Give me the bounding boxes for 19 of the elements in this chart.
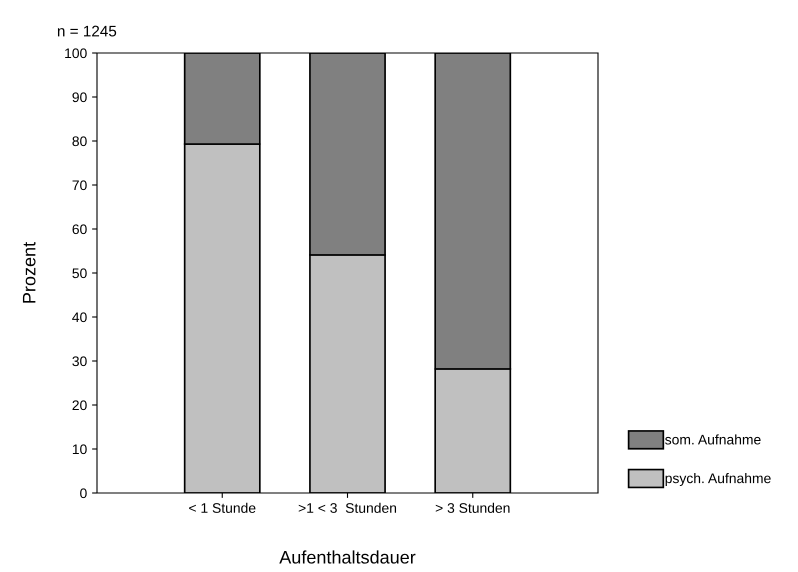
y-tick-label: 30 [72,356,87,366]
legend-label: som. Aufnahme [665,434,761,445]
y-tick-label: 90 [72,92,87,102]
y-tick-label: 70 [72,180,87,190]
legend-label: psych. Aufnahme [666,473,771,486]
x-axis-title: Aufenthaltsdauer [279,550,416,564]
y-tick-label: 10 [72,444,87,454]
x-tick-label: > 3 Stunden [436,502,510,513]
y-tick-label: 80 [72,136,87,146]
x-tick-label: < 1 Stunde [189,502,256,513]
y-tick-label: 0 [80,488,87,498]
y-axis-title: Prozent [22,242,36,303]
y-tick-label: 50 [72,268,87,278]
y-tick-label: 60 [72,224,87,234]
y-tick-label: 100 [65,48,87,58]
y-tick-label: 20 [72,400,87,410]
chart-title: n = 1245 [58,26,116,36]
y-tick-label: 40 [72,312,87,322]
x-tick-label: >1 < 3 Stunden [298,502,396,513]
